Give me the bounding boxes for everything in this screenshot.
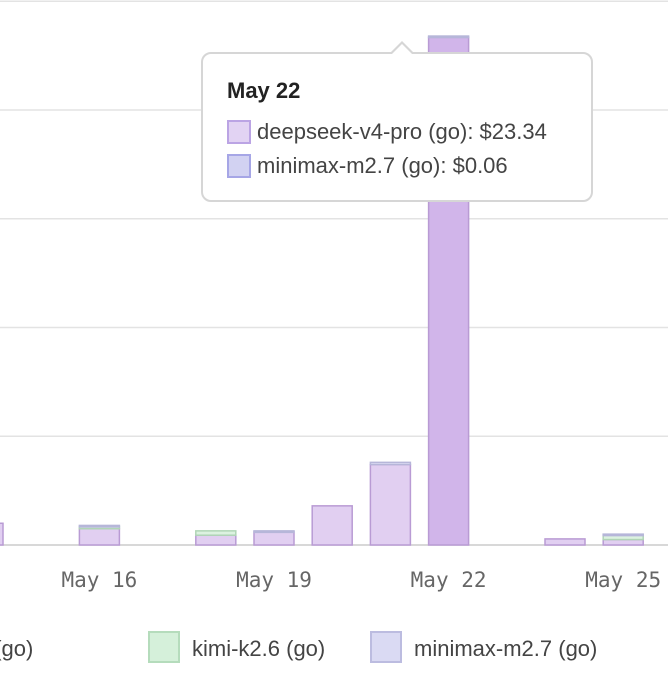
bar-segment [195,534,237,546]
bar-segment [311,505,353,546]
legend-label: minimax-m2.7 (go) [414,636,597,661]
tooltip-title: May 22 [227,78,301,103]
bar-segment [253,530,295,534]
legend: mi-k2.5 (go) kimi-k2.6 (go) minimax-m2.7 (… [0,631,597,663]
bar-segment [253,531,295,546]
tooltip-row-label: minimax-m2.7 (go): $0.06 [257,153,508,178]
x-tick-label: May 25 [585,568,661,592]
bar-segment [195,530,237,536]
legend-label: mi-k2.5 (go) [0,636,33,661]
bar-segment [369,461,412,466]
x-tick-label: May 16 [61,568,137,592]
bar-segment [602,533,644,537]
tooltip-swatch [227,154,251,178]
tooltip-row: deepseek-v4-pro (go): $23.34 [227,119,547,145]
x-tick-label: May 19 [236,568,312,592]
legend-swatch [370,631,402,663]
bar-segment [78,524,121,528]
tooltip: May 22 deepseek-v4-pro (go): $23.34 mini… [201,41,593,202]
bar-segment [427,35,470,39]
tooltip-row-label: deepseek-v4-pro (go): $23.34 [257,119,547,144]
bar-segment [78,527,121,546]
bar-segment [369,463,412,546]
x-tick-label: May 22 [411,568,487,592]
legend-swatch [148,631,180,663]
x-axis: May 16 May 19 May 22 May 25 [61,568,661,592]
bar-segment [602,538,644,546]
legend-label: kimi-k2.6 (go) [192,636,325,661]
tooltip-swatch [227,120,251,144]
tooltip-row: minimax-m2.7 (go): $0.06 [227,153,508,179]
bar-segment [0,522,4,546]
bar-segment [544,538,586,546]
